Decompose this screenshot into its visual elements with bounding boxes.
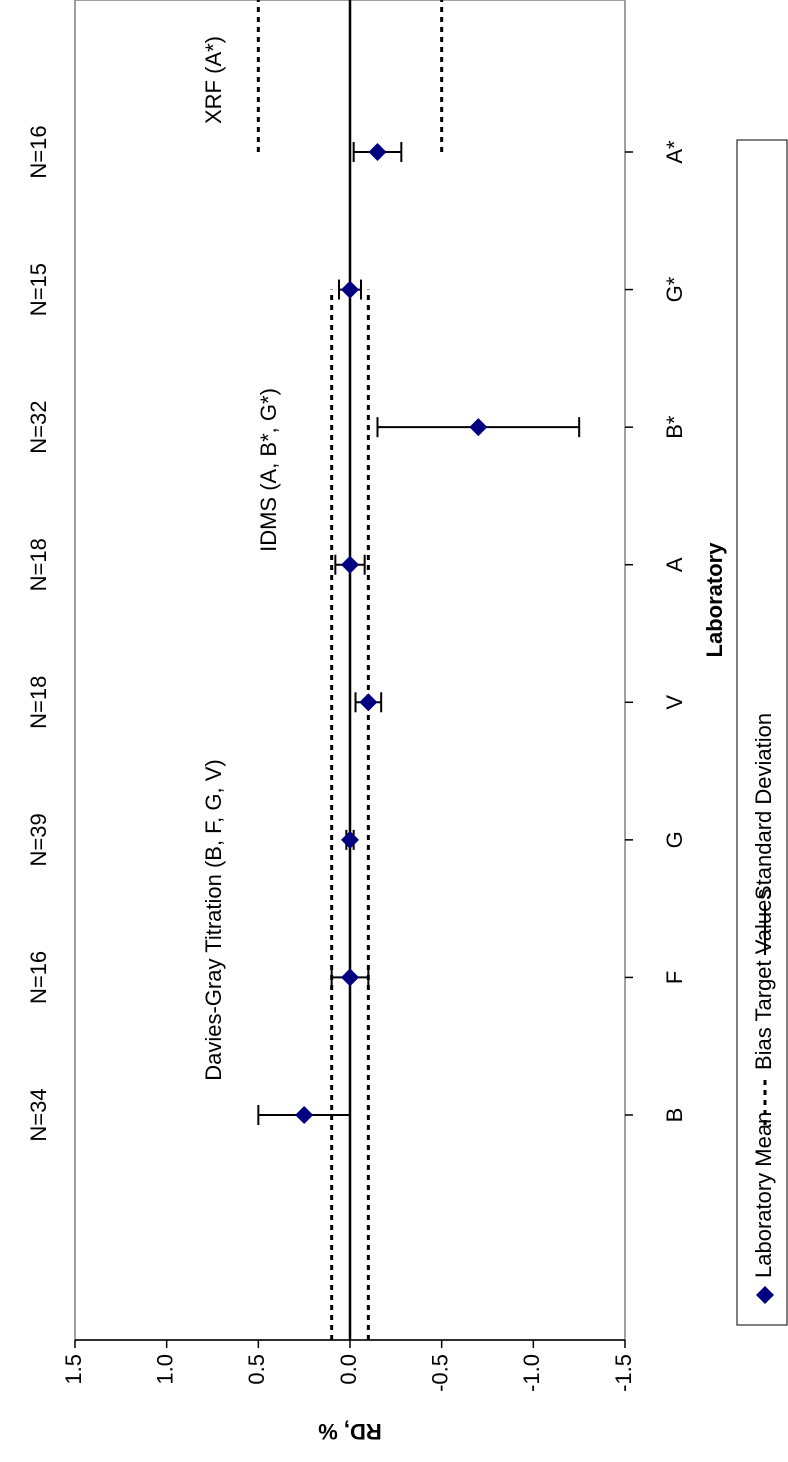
x-tick-label: A — [662, 557, 687, 572]
mean-marker — [341, 555, 359, 574]
y-tick-label: -1.5 — [611, 1354, 636, 1392]
x-tick-label: B — [662, 1108, 687, 1123]
group-label: Davies-Gray Titration (B, F, G, V) — [201, 759, 226, 1081]
n-label: N=32 — [26, 401, 51, 454]
y-tick-label: -0.5 — [427, 1354, 452, 1392]
x-tick-label: F — [662, 971, 687, 984]
mean-marker — [368, 143, 387, 161]
x-tick-label: V — [662, 695, 687, 710]
y-axis-title: RD, % — [318, 1419, 382, 1444]
y-tick-label: -1.0 — [519, 1354, 544, 1392]
chart-body: Laboratory RD, % 1.5 1.0 0.5 0.0 -0.5 -1.0 -1.… — [26, 0, 788, 1444]
mean-marker — [341, 968, 359, 987]
x-axis-title: Laboratory — [702, 542, 727, 658]
x-tick-label: A* — [662, 140, 687, 164]
legend-label: Laboratory Mean — [751, 1112, 776, 1278]
mean-marker — [341, 830, 359, 849]
legend-label: Standard Deviation — [751, 713, 776, 900]
legend-marker — [756, 1286, 774, 1304]
group-label: XRF (A*) — [201, 36, 226, 124]
y-tick-label: 0.0 — [336, 1354, 361, 1385]
y-tick-label: 1.0 — [152, 1354, 177, 1385]
n-label: N=16 — [26, 951, 51, 1004]
mean-marker — [295, 1106, 314, 1124]
mean-marker — [469, 418, 488, 437]
n-label: N=18 — [26, 676, 51, 729]
n-label: N=16 — [26, 125, 51, 178]
n-label: N=15 — [26, 263, 51, 316]
n-label: N=39 — [26, 813, 51, 866]
legend-label: Bias Target Values — [751, 889, 776, 1070]
y-tick-label: 1.5 — [61, 1354, 86, 1385]
mean-marker — [359, 693, 378, 712]
mean-marker — [341, 280, 359, 299]
y-tick-label: 0.5 — [244, 1354, 269, 1385]
x-tick-label: B* — [662, 415, 687, 439]
legend-box — [736, 139, 788, 1326]
x-tick-label: G* — [662, 276, 687, 302]
n-label: N=18 — [26, 538, 51, 591]
group-label: IDMS (A, B*, G*) — [256, 388, 281, 552]
x-tick-label: G — [662, 831, 687, 848]
n-label: N=34 — [26, 1088, 51, 1141]
